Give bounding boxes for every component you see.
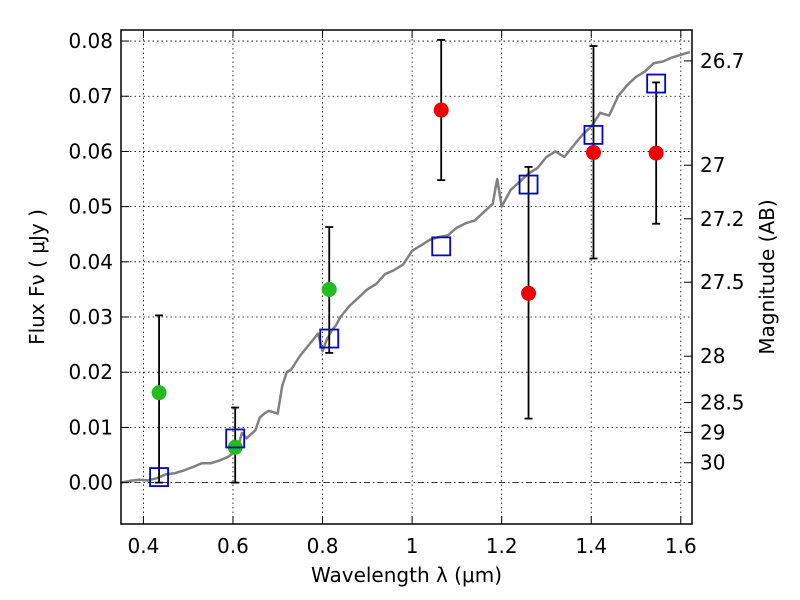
magnitude-tick-label: 27 [700, 153, 725, 177]
x-tick-label: 1.4 [575, 534, 607, 558]
magnitude-tick-label: 29 [700, 420, 725, 444]
y-axis-right-label: Magnitude (AB) [755, 199, 779, 354]
x-tick-label: 0.8 [307, 534, 339, 558]
model-photometry-square [225, 428, 246, 449]
magnitude-tick-label: 27.5 [700, 270, 745, 294]
x-tick-labels: 0.4 0.6 0.8 1 1.2 1.4 1.6 [127, 534, 696, 558]
grid-lines [121, 30, 692, 524]
y-tick-label: 0.08 [68, 29, 113, 53]
magnitude-tick-label: 27.2 [700, 207, 745, 231]
y-tick-label: 0.05 [68, 195, 113, 219]
y-tick-label: 0.03 [68, 305, 113, 329]
y-tick-label: 0.01 [68, 415, 113, 439]
data-point [151, 385, 167, 401]
model-photometry-square [518, 174, 539, 195]
data-point [433, 102, 449, 118]
magnitude-tick-label: 28 [700, 344, 725, 368]
magnitude-tick-label: 30 [700, 451, 725, 475]
model-photometry-squares [149, 73, 667, 487]
axis-ticks [121, 30, 692, 524]
photometry-points [151, 102, 664, 455]
magnitude-tick-labels: 26.7 27 27.2 27.5 28 28.5 29 30 [700, 49, 745, 475]
error-bars [155, 39, 661, 484]
y-tick-label: 0.00 [68, 471, 113, 495]
model-photometry-square [149, 467, 169, 487]
x-tick-label: 1 [406, 534, 419, 558]
plot-frame [120, 29, 693, 525]
model-photometry-square [583, 124, 604, 145]
model-spectrum [120, 50, 691, 484]
y-tick-labels: 0.00 0.01 0.02 0.03 0.04 0.05 0.06 0.07 0.08 [68, 29, 113, 495]
y-tick-label: 0.02 [68, 360, 113, 384]
model-photometry-square [431, 236, 452, 257]
y-tick-label: 0.06 [68, 139, 113, 163]
x-tick-label: 1.2 [486, 534, 518, 558]
magnitude-tick-label: 28.5 [700, 391, 745, 415]
magnitude-tick-label: 26.7 [700, 49, 745, 73]
x-tick-label: 0.4 [127, 534, 159, 558]
model-photometry-square [319, 328, 340, 349]
y-tick-label: 0.04 [68, 250, 113, 274]
model-spectrum-line [120, 50, 691, 484]
data-point [521, 285, 537, 301]
data-point [321, 281, 337, 297]
x-axis-label: Wavelength λ (μm) [311, 563, 502, 587]
y-axis-label: Flux Fν ( μJy ) [25, 209, 49, 345]
y-tick-label: 0.07 [68, 84, 113, 108]
x-tick-label: 1.6 [665, 534, 697, 558]
model-photometry-square [646, 73, 667, 94]
data-point [648, 145, 664, 161]
x-tick-label: 0.6 [217, 534, 249, 558]
data-point [585, 145, 601, 161]
